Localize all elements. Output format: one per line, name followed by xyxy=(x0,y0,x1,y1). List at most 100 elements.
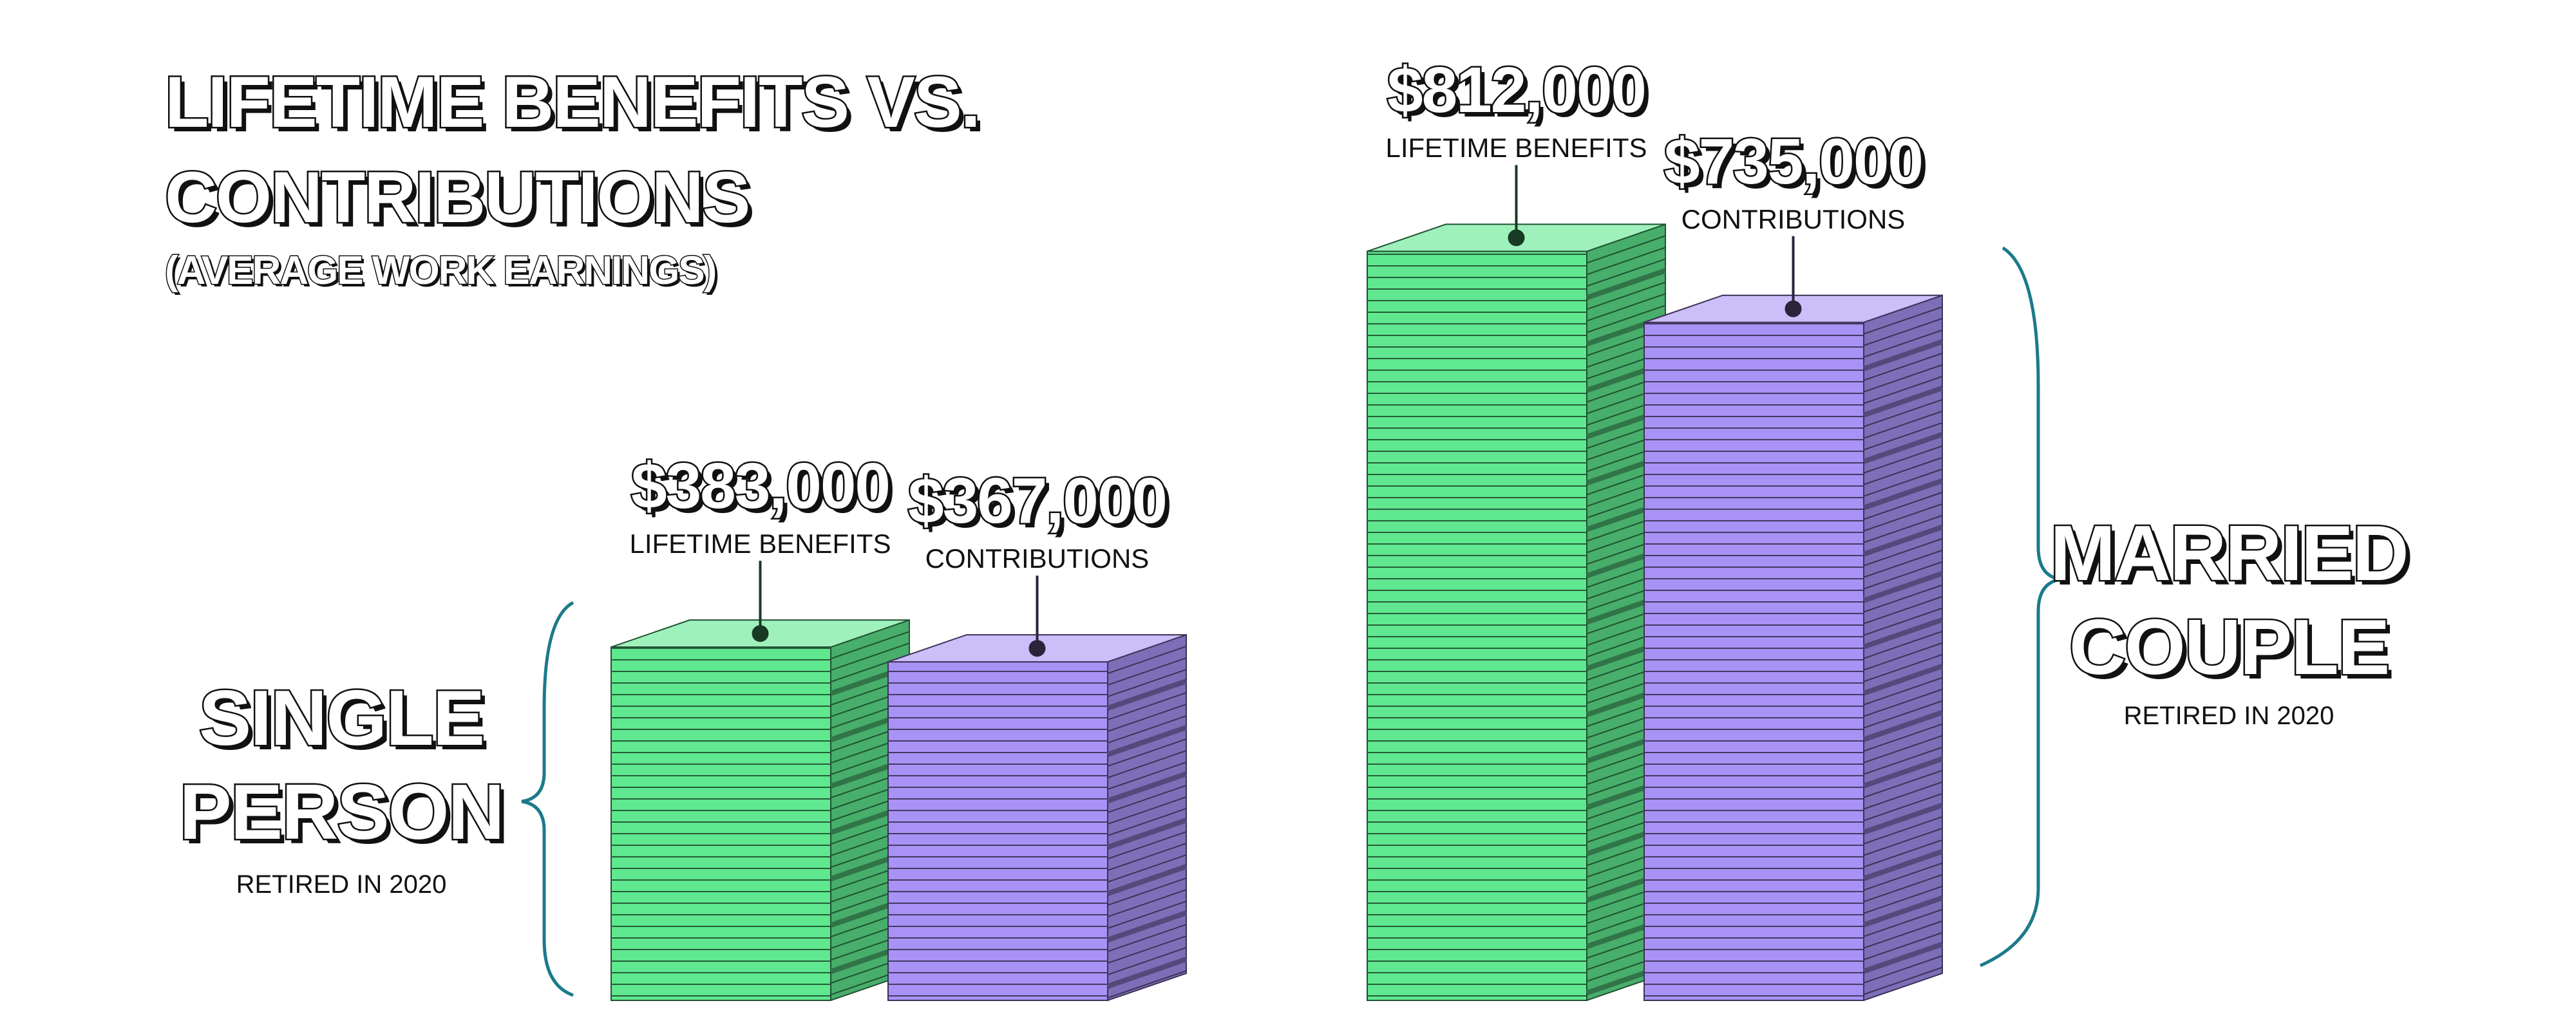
side-stripe xyxy=(1863,932,1943,960)
bar-3d xyxy=(1367,223,1667,1002)
side-stripe xyxy=(1107,715,1187,744)
side-stripe xyxy=(1107,947,1187,976)
side-stripe xyxy=(1586,281,1666,310)
side-stripe xyxy=(1863,735,1943,763)
side-stripe xyxy=(1863,630,1943,659)
side-stripe xyxy=(1863,781,1943,810)
side-stripe xyxy=(1862,385,1944,418)
category-label: MARRIED COUPLE xyxy=(2049,508,2410,693)
chart-title: LIFETIME BENEFITS VS. CONTRIBUTIONS xyxy=(164,61,983,239)
side-stripe xyxy=(1863,329,1943,358)
bar-stripes xyxy=(611,647,831,1000)
side-stripe xyxy=(1863,827,1943,856)
side-stripe xyxy=(1863,561,1943,590)
side-stripe xyxy=(1107,808,1187,837)
leader-dot xyxy=(752,625,769,642)
side-stripe xyxy=(1862,524,1944,557)
side-stripe xyxy=(1863,816,1943,845)
side-stripe xyxy=(1863,885,1943,914)
side-stripe xyxy=(1862,895,1944,928)
leader-dot xyxy=(1508,229,1525,247)
chart-subtitle: (AVERAGE WORK EARNINGS) xyxy=(164,248,717,294)
side-stripe xyxy=(1863,468,1943,497)
side-stripe xyxy=(1107,692,1187,721)
category-label: SINGLE PERSON xyxy=(178,673,506,857)
side-stripe xyxy=(1106,957,1188,989)
side-stripe xyxy=(1106,679,1188,711)
side-stripe xyxy=(1107,704,1187,733)
bar-3d xyxy=(611,619,911,1002)
side-stripe xyxy=(1863,538,1943,566)
side-stripe xyxy=(1863,966,1943,995)
side-stripe xyxy=(1863,839,1943,868)
side-stripe xyxy=(1862,802,1944,835)
bar-3d xyxy=(1643,294,1944,1002)
side-stripe xyxy=(1863,422,1943,451)
side-stripe xyxy=(1863,445,1943,474)
brace xyxy=(521,601,574,997)
side-stripe xyxy=(1863,584,1943,613)
side-stripe xyxy=(1863,503,1943,532)
series-label: CONTRIBUTIONS xyxy=(925,543,1150,574)
side-stripe xyxy=(1863,607,1943,636)
side-stripe xyxy=(830,631,910,660)
side-stripe xyxy=(1863,920,1943,949)
side-stripe xyxy=(1862,663,1944,696)
bar-stripes xyxy=(1367,251,1587,1000)
side-stripe xyxy=(1863,653,1943,682)
side-stripe xyxy=(1107,854,1187,883)
side-stripe xyxy=(1863,456,1943,485)
side-stripe xyxy=(1106,910,1188,942)
side-stripe xyxy=(1107,738,1187,767)
side-stripe xyxy=(1863,549,1943,578)
side-stripe xyxy=(1863,514,1943,543)
side-stripe xyxy=(1586,304,1666,333)
value-label: $367,000 xyxy=(906,464,1169,538)
side-stripe xyxy=(1863,908,1943,937)
side-stripe xyxy=(1863,375,1943,404)
series-label: LIFETIME BENEFITS xyxy=(1385,133,1647,164)
side-stripe xyxy=(1863,769,1943,798)
side-stripe xyxy=(1862,709,1944,742)
side-stripe xyxy=(1862,431,1944,464)
side-stripe xyxy=(1863,410,1943,439)
series-label: LIFETIME BENEFITS xyxy=(629,529,891,559)
side-stripe xyxy=(1863,364,1943,393)
side-stripe xyxy=(1107,750,1187,779)
side-stripe xyxy=(1863,955,1943,984)
side-stripe xyxy=(1586,235,1666,264)
side-stripe xyxy=(1107,762,1187,791)
side-stripe xyxy=(1863,688,1943,717)
side-stripe xyxy=(1106,818,1188,850)
side-stripe xyxy=(1862,848,1944,881)
side-stripe xyxy=(1863,746,1943,775)
side-stripe xyxy=(1862,570,1944,603)
side-stripe xyxy=(1862,478,1944,510)
side-stripe xyxy=(1863,595,1943,624)
side-stripe xyxy=(830,642,910,671)
side-stripe xyxy=(1107,877,1187,906)
side-stripe xyxy=(1107,796,1187,825)
side-stripe xyxy=(1586,268,1667,301)
side-stripe xyxy=(1586,247,1666,276)
category-note: RETIRED IN 2020 xyxy=(2123,702,2334,730)
category-note: RETIRED IN 2020 xyxy=(236,870,447,899)
side-stripe xyxy=(1107,843,1187,872)
side-stripe xyxy=(1863,491,1943,520)
bar-stripes xyxy=(1644,322,1864,1000)
side-stripe xyxy=(1107,924,1187,953)
side-stripe xyxy=(1107,935,1187,964)
side-stripe xyxy=(1863,792,1943,821)
leader-dot xyxy=(1028,640,1046,657)
side-stripe xyxy=(1107,657,1187,686)
bar-side xyxy=(1107,633,1187,1002)
side-stripe xyxy=(1107,831,1187,860)
side-stripe xyxy=(1863,862,1943,891)
side-stripe xyxy=(1106,725,1188,757)
side-stripe xyxy=(1863,306,1943,335)
side-stripe xyxy=(1863,677,1943,706)
series-label: CONTRIBUTIONS xyxy=(1681,203,1906,234)
side-stripe xyxy=(1107,901,1187,930)
side-stripe xyxy=(1863,642,1943,671)
side-stripe xyxy=(1863,700,1943,729)
